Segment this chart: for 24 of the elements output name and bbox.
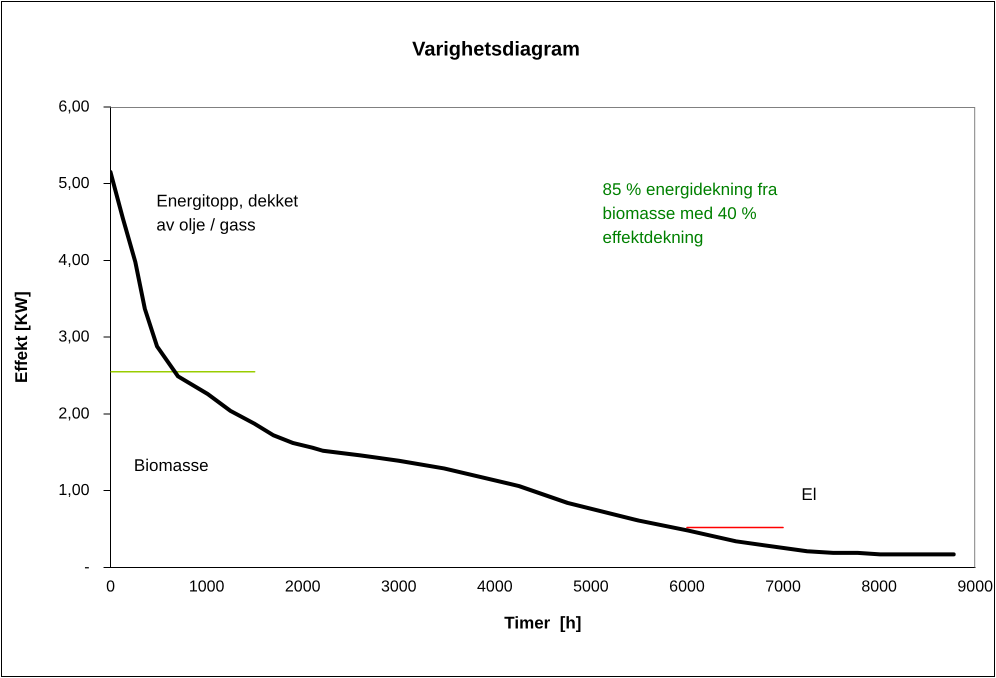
annotation: Energitopp, dekket av olje / gass — [156, 192, 298, 235]
x-tick-label: 2000 — [284, 578, 321, 596]
x-tick-label: 0 — [106, 578, 116, 596]
y-tick-label: 3,00 — [58, 328, 90, 346]
y-tick-label: 1,00 — [58, 482, 90, 500]
y-tick-label: 4,00 — [58, 252, 90, 269]
x-tick-label: 7000 — [765, 578, 801, 596]
x-tick-label: 1000 — [188, 578, 225, 596]
annotation: Biomasse — [134, 456, 209, 476]
y-tick-label: 6,00 — [58, 98, 90, 116]
x-tick-label: 5000 — [573, 578, 609, 596]
y-tick-label: 5,00 — [58, 175, 90, 192]
y-axis-title: Effekt [KW] — [12, 291, 31, 384]
x-tick-label: 3000 — [380, 578, 417, 596]
x-tick-label: 4000 — [477, 578, 513, 596]
chart-title: Varighetsdiagram — [412, 38, 580, 61]
y-tick-label: 2,00 — [58, 405, 90, 422]
x-tick-label: 6000 — [669, 578, 705, 596]
x-tick-label: 9000 — [957, 578, 994, 596]
x-axis-title: Timer [h] — [504, 613, 582, 632]
annotation: 85 % energidekning fra biomasse med 40 % effektdekning — [602, 180, 778, 247]
x-tick-label: 8000 — [861, 578, 898, 596]
y-tick-label: - — [84, 558, 90, 576]
annotation: El — [801, 485, 817, 504]
